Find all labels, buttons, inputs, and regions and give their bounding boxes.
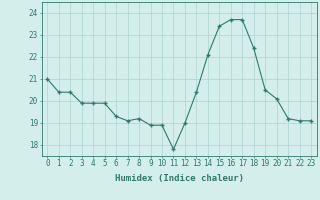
X-axis label: Humidex (Indice chaleur): Humidex (Indice chaleur)	[115, 174, 244, 183]
